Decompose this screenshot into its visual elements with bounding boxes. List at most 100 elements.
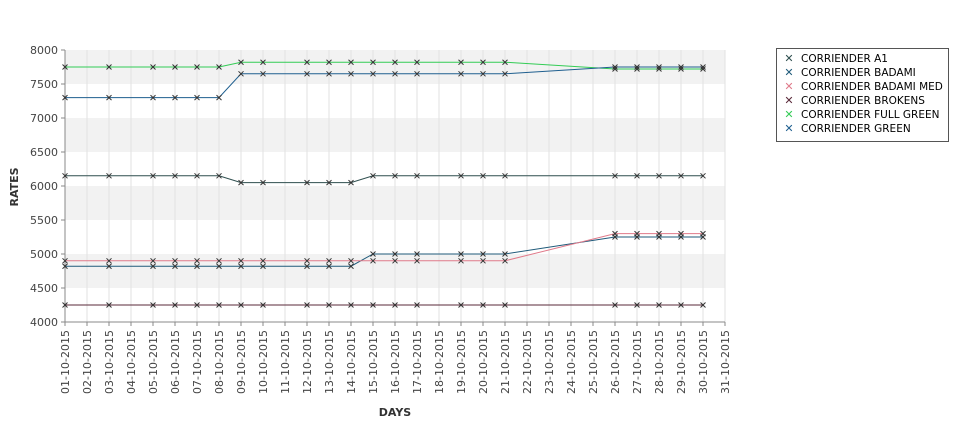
data-point xyxy=(150,257,156,264)
x-tick-label: 12-10-2015 xyxy=(301,330,314,394)
series-line xyxy=(65,236,703,267)
data-point xyxy=(502,59,508,66)
data-point xyxy=(502,70,508,77)
data-point xyxy=(260,302,266,308)
data-point xyxy=(260,70,266,77)
data-point xyxy=(216,302,222,308)
data-point xyxy=(678,66,684,72)
legend-label: CORRIENDER A1 xyxy=(801,53,888,65)
legend-marker-icon: ✕ xyxy=(784,52,794,65)
data-point xyxy=(150,302,156,308)
data-point xyxy=(326,263,332,270)
data-point xyxy=(216,172,222,179)
data-point xyxy=(612,66,618,72)
data-point xyxy=(260,59,266,66)
axes xyxy=(61,49,726,326)
data-point xyxy=(172,64,178,70)
data-point xyxy=(458,251,464,257)
x-tick-label: 18-10-2015 xyxy=(433,330,446,394)
data-point xyxy=(480,302,486,308)
data-point xyxy=(106,257,112,264)
data-point xyxy=(238,302,244,308)
data-point xyxy=(348,257,354,264)
x-tick-label: 17-10-2015 xyxy=(411,330,424,394)
x-tick-label: 09-10-2015 xyxy=(235,330,248,394)
data-point xyxy=(700,230,706,237)
data-point xyxy=(150,172,156,179)
data-point xyxy=(106,263,112,270)
data-point xyxy=(370,70,376,77)
y-axis-tick-labels: 4000 4500 5000 5500 6000 6500 7000 7500 8000 xyxy=(30,44,58,329)
data-point xyxy=(480,172,486,179)
data-point xyxy=(172,302,178,308)
x-tick-label: 11-10-2015 xyxy=(279,330,292,394)
data-point xyxy=(502,302,508,308)
series-line xyxy=(65,61,703,70)
data-point xyxy=(194,64,200,70)
data-point xyxy=(348,179,354,186)
series-lines xyxy=(65,61,703,306)
data-point xyxy=(414,70,420,77)
data-point xyxy=(304,263,310,270)
data-point xyxy=(370,302,376,308)
data-point xyxy=(502,251,508,257)
y-tick-label: 6000 xyxy=(30,180,58,193)
data-point xyxy=(414,257,420,264)
data-point xyxy=(480,59,486,66)
y-tick-label: 4500 xyxy=(30,282,58,295)
x-tick-label: 04-10-2015 xyxy=(125,330,138,394)
y-tick-label: 8000 xyxy=(30,44,58,57)
legend-label: CORRIENDER GREEN xyxy=(801,123,911,135)
data-point xyxy=(304,59,310,66)
data-point xyxy=(392,302,398,308)
data-point xyxy=(458,257,464,264)
x-tick-label: 15-10-2015 xyxy=(367,330,380,394)
y-tick-label: 5000 xyxy=(30,248,58,261)
x-tick-label: 14-10-2015 xyxy=(345,330,358,394)
data-point xyxy=(678,64,684,70)
data-point xyxy=(150,263,156,270)
data-point xyxy=(634,64,640,70)
data-point xyxy=(304,70,310,77)
data-point xyxy=(634,172,640,179)
data-point xyxy=(414,172,420,179)
data-point xyxy=(260,263,266,270)
x-tick-label: 25-10-2015 xyxy=(587,330,600,394)
data-point xyxy=(106,172,112,179)
x-tick-label: 02-10-2015 xyxy=(81,330,94,394)
data-point xyxy=(194,302,200,308)
data-point xyxy=(700,302,706,308)
data-point xyxy=(194,172,200,179)
data-point xyxy=(326,179,332,186)
legend-marker-icon: ✕ xyxy=(784,80,794,93)
data-point xyxy=(458,70,464,77)
data-point xyxy=(238,70,244,77)
data-point xyxy=(194,94,200,101)
data-point xyxy=(612,230,618,237)
x-tick-label: 16-10-2015 xyxy=(389,330,402,394)
data-point xyxy=(106,94,112,101)
data-point xyxy=(502,172,508,179)
y-tick-label: 6500 xyxy=(30,146,58,159)
data-point xyxy=(238,179,244,186)
series-line xyxy=(65,66,703,99)
data-point xyxy=(656,64,662,70)
data-point xyxy=(678,230,684,237)
data-point xyxy=(414,59,420,66)
data-point xyxy=(392,59,398,66)
y-tick-label: 7500 xyxy=(30,78,58,91)
data-point xyxy=(172,94,178,101)
data-point xyxy=(62,64,68,70)
data-point xyxy=(304,179,310,186)
x-tick-label: 06-10-2015 xyxy=(169,330,182,394)
data-point xyxy=(656,172,662,179)
x-tick-label: 23-10-2015 xyxy=(543,330,556,394)
data-point xyxy=(656,302,662,308)
x-tick-label: 10-10-2015 xyxy=(257,330,270,394)
data-point xyxy=(480,257,486,264)
data-point xyxy=(62,172,68,179)
data-point xyxy=(194,263,200,270)
x-tick-label: 29-10-2015 xyxy=(675,330,688,394)
data-point xyxy=(348,302,354,308)
data-point xyxy=(172,263,178,270)
